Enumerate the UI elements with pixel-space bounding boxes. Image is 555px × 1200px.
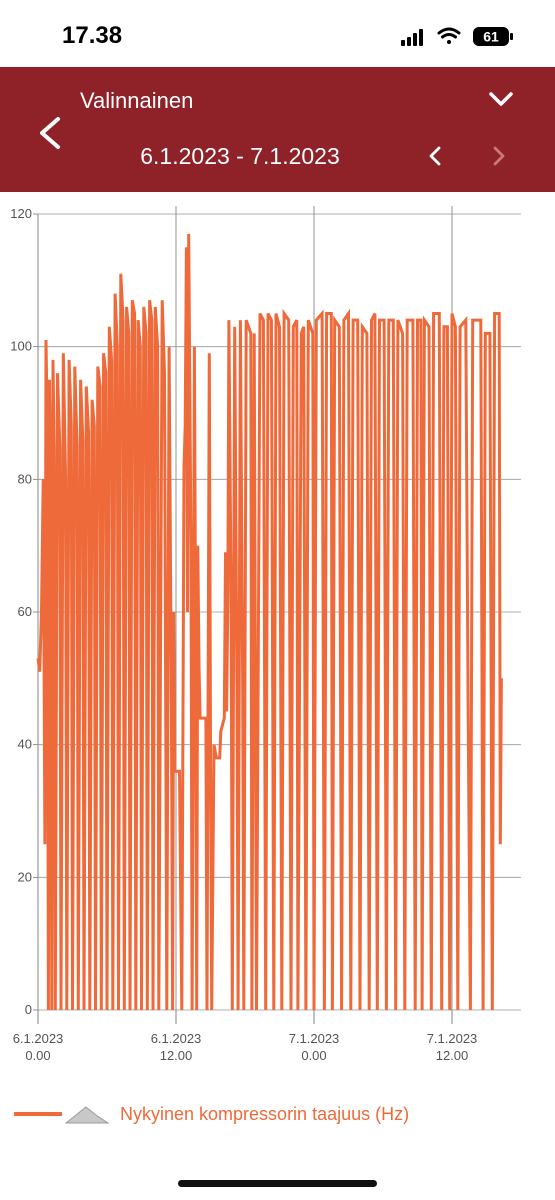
page-title[interactable]: Valinnainen: [80, 88, 194, 113]
y-axis-ticks: 0 20 40 60 80 100 120: [10, 206, 38, 1017]
chart-series: [36, 233, 503, 1011]
x-tick-time: 12.00: [436, 1048, 469, 1063]
status-icons: 61: [401, 27, 513, 46]
x-tick-date: 6.1.2023: [13, 1031, 64, 1046]
legend-label: Nykyinen kompressorin taajuus (Hz): [120, 1104, 410, 1124]
chart-legend[interactable]: Nykyinen kompressorin taajuus (Hz): [0, 1095, 555, 1135]
date-range: 6.1.2023 - 7.1.2023: [140, 143, 340, 169]
y-tick-label: 120: [10, 206, 32, 221]
x-tick-time: 0.00: [301, 1048, 326, 1063]
y-tick-label: 0: [25, 1002, 32, 1017]
legend-line-swatch: [14, 1112, 62, 1116]
y-tick-label: 60: [18, 604, 32, 619]
status-bar: 17.38 61: [0, 0, 555, 67]
x-tick-date: 6.1.2023: [151, 1031, 202, 1046]
y-tick-label: 80: [18, 471, 32, 486]
status-time: 17.38: [62, 22, 123, 49]
previous-date-icon[interactable]: [424, 143, 446, 169]
home-indicator: [178, 1180, 377, 1187]
x-tick-time: 0.00: [25, 1048, 50, 1063]
x-axis-ticks: 6.1.2023 0.00 6.1.2023 12.00 7.1.2023 0.00 7.1…: [13, 1010, 478, 1063]
x-tick-date: 7.1.2023: [427, 1031, 478, 1046]
frequency-line-chart: 0 20 40 60 80 100 120 6.1.2023 0.00 6.1.2023 12.0…: [10, 206, 521, 1063]
chevron-down-icon[interactable]: [488, 89, 514, 109]
legend-area-icon: [64, 1106, 110, 1124]
x-tick-date: 7.1.2023: [289, 1031, 340, 1046]
series-line-compressor-frequency: [36, 233, 503, 1011]
signal-icon: [401, 29, 423, 46]
back-arrow-icon[interactable]: [34, 113, 70, 153]
battery-icon: 61: [473, 27, 513, 46]
battery-level: 61: [483, 29, 499, 45]
y-tick-label: 100: [10, 339, 32, 354]
next-date-icon[interactable]: [488, 143, 510, 169]
y-tick-label: 20: [18, 869, 32, 884]
app-header: Valinnainen 6.1.2023 - 7.1.2023: [0, 67, 555, 192]
y-tick-label: 40: [18, 737, 32, 752]
x-tick-time: 12.00: [160, 1048, 193, 1063]
wifi-icon: [437, 27, 461, 44]
